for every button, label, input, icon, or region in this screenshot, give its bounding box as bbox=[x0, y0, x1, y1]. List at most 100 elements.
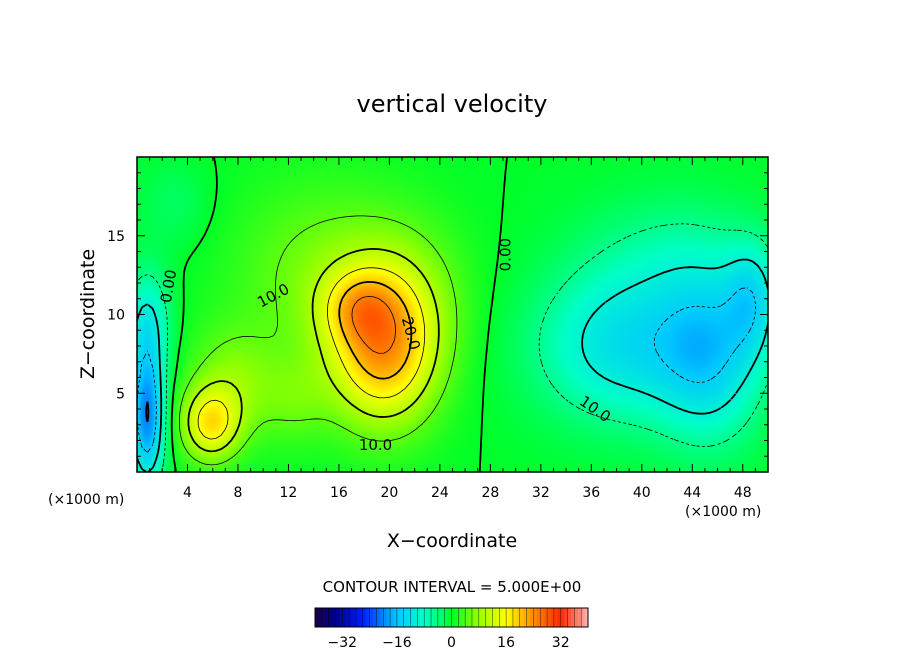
colorbar-segment bbox=[352, 608, 357, 627]
colorbar-segment bbox=[529, 608, 534, 627]
contour-line-neg15 bbox=[137, 287, 756, 453]
colorbar-segment bbox=[547, 608, 551, 627]
y-tick-label: 10 bbox=[107, 308, 125, 324]
contour-label-2: 10.0 bbox=[359, 436, 392, 454]
colorbar-segment bbox=[519, 608, 524, 627]
colorbar-segment bbox=[355, 608, 360, 627]
colorbar-segment bbox=[393, 608, 398, 627]
colorbar-segment bbox=[458, 608, 463, 627]
x-tick-label: 36 bbox=[582, 485, 600, 501]
colorbar-segment bbox=[434, 608, 439, 627]
colorbar-segment bbox=[465, 608, 470, 627]
contour-line-neg10 bbox=[137, 258, 768, 472]
colorbar-segment bbox=[383, 608, 388, 627]
colorbar-segment bbox=[424, 608, 429, 627]
colorbar-segment bbox=[526, 608, 531, 627]
colorbar-segment bbox=[379, 608, 384, 627]
colorbar-tick-label: 32 bbox=[552, 635, 570, 651]
x-tick-label: 48 bbox=[734, 485, 752, 501]
y-tick-label: 15 bbox=[107, 229, 125, 245]
colorbar-segment bbox=[499, 608, 504, 627]
colorbar-segment bbox=[396, 608, 401, 627]
contour-line-25 bbox=[351, 296, 396, 354]
contour-plot-area bbox=[137, 157, 768, 472]
colorbar-segment bbox=[492, 608, 497, 627]
colorbar-segment bbox=[362, 608, 367, 627]
contour-line-20 bbox=[338, 281, 413, 380]
colorbar-segment bbox=[325, 608, 330, 627]
y-axis-label: Z−coordinate bbox=[77, 249, 99, 379]
colorbar-segment bbox=[533, 608, 538, 627]
colorbar-tick-label: −16 bbox=[382, 635, 412, 651]
colorbar-segment bbox=[407, 608, 412, 627]
colorbar-segment bbox=[318, 608, 323, 627]
x-tick-label: 32 bbox=[532, 485, 550, 501]
contour-line-10 bbox=[187, 248, 440, 453]
colorbar-segment bbox=[328, 608, 333, 627]
y-tick-label: 5 bbox=[116, 386, 125, 402]
colorbar-segment bbox=[420, 608, 425, 627]
contour-line-15 bbox=[197, 267, 426, 440]
x-tick-label: 28 bbox=[481, 485, 499, 501]
contour-label-3: 0.00 bbox=[497, 238, 515, 271]
x-axis-unit-right: (×1000 m) bbox=[685, 504, 761, 520]
contour-interval-text: CONTOUR INTERVAL = 5.000E+00 bbox=[323, 578, 582, 596]
colorbar-segment bbox=[509, 608, 514, 627]
colorbar-segment bbox=[574, 608, 579, 627]
colorbar-segment bbox=[451, 608, 456, 627]
colorbar-segment bbox=[523, 608, 528, 627]
colorbar-segment bbox=[410, 608, 415, 627]
colorbar-segment bbox=[386, 608, 391, 627]
chart-title: vertical velocity bbox=[357, 90, 548, 118]
colorbar-segment bbox=[553, 608, 558, 627]
colorbar-segment bbox=[584, 608, 589, 627]
colorbar-segment bbox=[338, 608, 343, 627]
colorbar-segment bbox=[376, 608, 381, 627]
colorbar-segment bbox=[454, 608, 459, 627]
colorbar bbox=[314, 607, 589, 628]
x-tick-label: 20 bbox=[380, 485, 398, 501]
colorbar-frame bbox=[314, 607, 589, 628]
colorbar-segment bbox=[342, 608, 347, 627]
colorbar-segment bbox=[482, 608, 487, 627]
colorbar-segment bbox=[564, 608, 569, 627]
colorbar-segment bbox=[403, 608, 408, 627]
colorbar-segment bbox=[495, 608, 500, 627]
contour-label-4: 0.00 bbox=[157, 268, 181, 304]
colorbar-segment bbox=[581, 608, 586, 627]
colorbar-segment bbox=[335, 608, 340, 627]
colorbar-segment bbox=[400, 608, 405, 627]
x-axis-unit-left: (×1000 m) bbox=[48, 492, 124, 508]
colorbar-segment bbox=[516, 608, 521, 627]
x-tick-label: 44 bbox=[683, 485, 701, 501]
x-axis: 4 8 12 16 20 24 28 32 36 40 44 48 bbox=[149, 157, 756, 501]
colorbar-segment bbox=[560, 608, 565, 627]
colorbar-segment bbox=[444, 608, 449, 627]
contour-line-5 bbox=[179, 215, 458, 466]
colorbar-segment bbox=[475, 608, 480, 627]
x-tick-label: 4 bbox=[183, 485, 192, 501]
colorbar-segment bbox=[431, 608, 435, 627]
x-tick-label: 12 bbox=[280, 485, 298, 501]
colorbar-segment bbox=[557, 608, 562, 627]
velocity-field bbox=[137, 157, 768, 472]
colorbar-segment bbox=[448, 608, 452, 627]
colorbar-segment bbox=[489, 608, 493, 627]
colorbar-segment bbox=[468, 608, 473, 627]
colorbar-tick-label: −32 bbox=[328, 635, 358, 651]
colorbar-tick-label: 0 bbox=[447, 635, 456, 651]
colorbar-segment bbox=[349, 608, 354, 627]
colorbar-segment bbox=[536, 608, 541, 627]
contour-line-neg20 bbox=[145, 401, 150, 423]
colorbar-segment bbox=[543, 608, 548, 627]
colorbar-segment bbox=[506, 608, 511, 627]
x-tick-label: 24 bbox=[431, 485, 449, 501]
colorbar-segment bbox=[366, 608, 371, 627]
colorbar-segment bbox=[345, 608, 350, 627]
colorbar-segment bbox=[478, 608, 483, 627]
colorbar-segment bbox=[502, 608, 507, 627]
colorbar-segment bbox=[413, 608, 418, 627]
colorbar-segment bbox=[321, 608, 326, 627]
colorbar-segment bbox=[332, 608, 336, 627]
colorbar-segment bbox=[359, 608, 364, 627]
